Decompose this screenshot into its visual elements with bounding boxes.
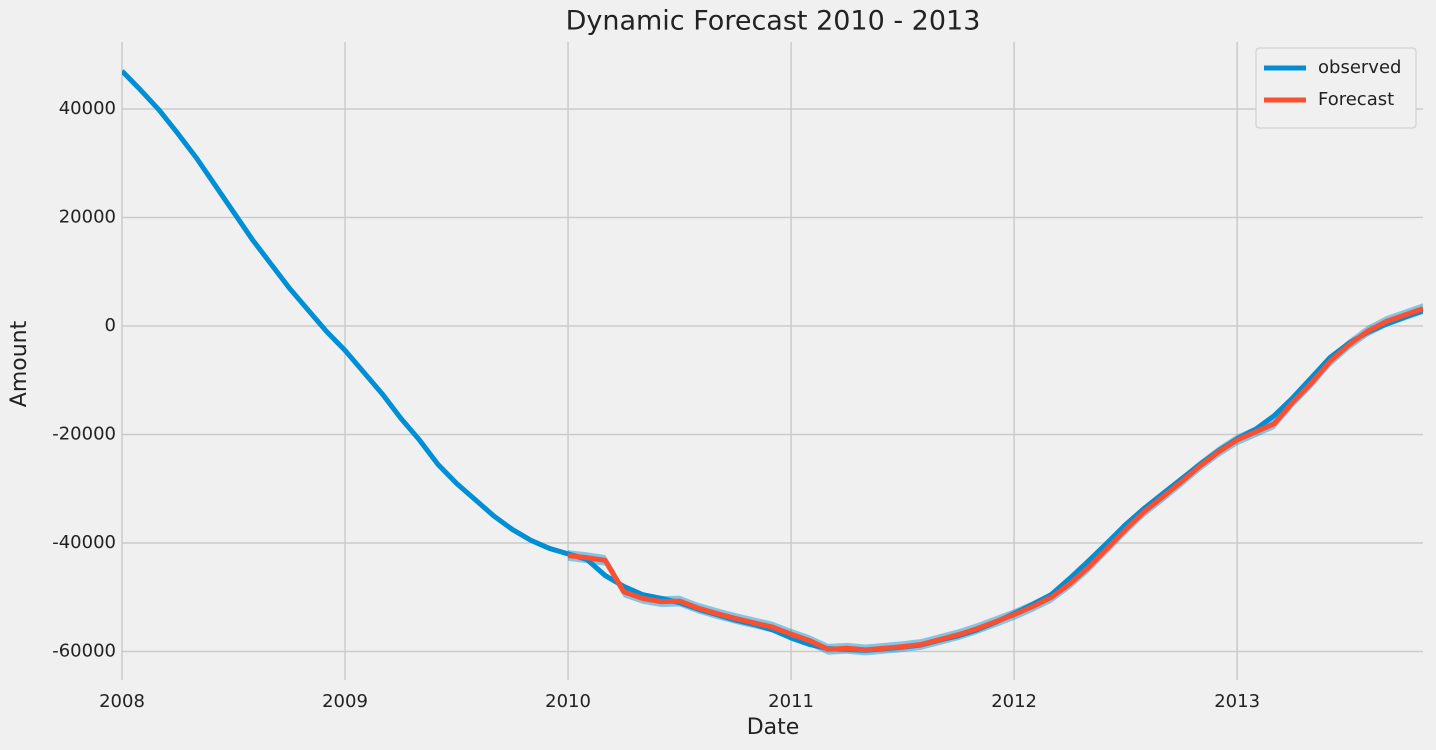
x-axis-label: Date — [747, 715, 800, 740]
confidence-band — [568, 303, 1423, 656]
x-tick-label: 2012 — [991, 691, 1037, 712]
x-tick-label: 2008 — [99, 691, 145, 712]
y-tick-label: -60000 — [52, 641, 116, 662]
x-tick-label: 2009 — [322, 691, 368, 712]
y-tick-label: -40000 — [52, 532, 116, 553]
chart-title: Dynamic Forecast 2010 - 2013 — [566, 6, 981, 37]
y-axis-label: Amount — [7, 320, 32, 407]
series-line — [567, 306, 1423, 653]
x-tick-label: 2010 — [545, 691, 591, 712]
legend-label: observed — [1318, 57, 1401, 78]
legend-label: Forecast — [1318, 89, 1394, 110]
series-line — [122, 69, 1423, 653]
y-tick-label: 0 — [105, 315, 116, 336]
x-tick-label: 2011 — [768, 691, 814, 712]
y-tick-label: -20000 — [52, 424, 116, 445]
x-tick-label: 2013 — [1214, 691, 1260, 712]
y-tick-label: 20000 — [59, 207, 116, 228]
y-tick-label: 40000 — [59, 98, 116, 119]
